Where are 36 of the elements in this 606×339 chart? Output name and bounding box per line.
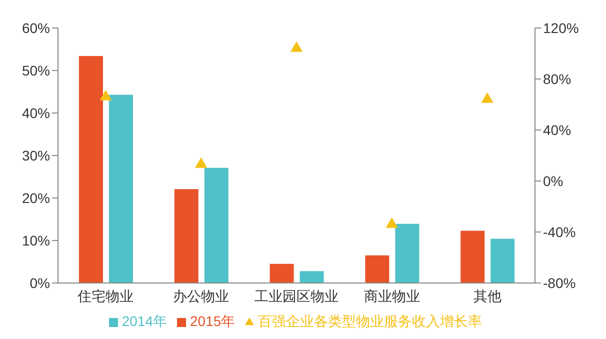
bar — [460, 230, 485, 283]
y-tick-label: 60% — [22, 20, 50, 36]
bar — [204, 168, 228, 283]
bar — [78, 56, 103, 283]
x-tick-label: 工业园区物业 — [254, 288, 338, 304]
bar — [365, 255, 390, 283]
y-tick-label: 20% — [22, 190, 50, 206]
bar — [490, 238, 515, 283]
y-tick-label: 10% — [22, 232, 50, 248]
x-tick-label: 住宅物业 — [76, 288, 134, 304]
x-tick-label: 其他 — [473, 288, 502, 304]
y2-tick-label: -80% — [543, 274, 576, 291]
legend-label: 2014年 — [122, 313, 167, 329]
x-tick-label: 商业物业 — [364, 288, 420, 304]
y-tick-label: 30% — [22, 147, 50, 164]
legend-label: 2015年 — [190, 313, 236, 329]
y2-tick-label: -40% — [543, 224, 576, 240]
bar — [395, 224, 420, 283]
x-tick-label: 办公物业 — [173, 288, 230, 304]
bar — [300, 271, 324, 283]
y-tick-label: 0% — [30, 274, 50, 291]
y2-tick-label: 0% — [543, 172, 564, 189]
bar — [270, 264, 294, 283]
y-tick-label: 40% — [22, 104, 50, 121]
point — [195, 157, 208, 168]
legend-label: 百强企业各类型物业服务收入增长率 — [258, 313, 482, 329]
bar — [108, 94, 133, 283]
y-tick-label: 50% — [22, 62, 50, 78]
bar — [174, 189, 198, 283]
y2-tick-label: 40% — [543, 122, 572, 138]
point — [290, 41, 303, 52]
point — [481, 92, 494, 103]
y2-tick-label: 120% — [543, 20, 579, 36]
y2-tick-label: 80% — [543, 70, 572, 87]
point — [100, 90, 112, 100]
point — [386, 217, 398, 228]
